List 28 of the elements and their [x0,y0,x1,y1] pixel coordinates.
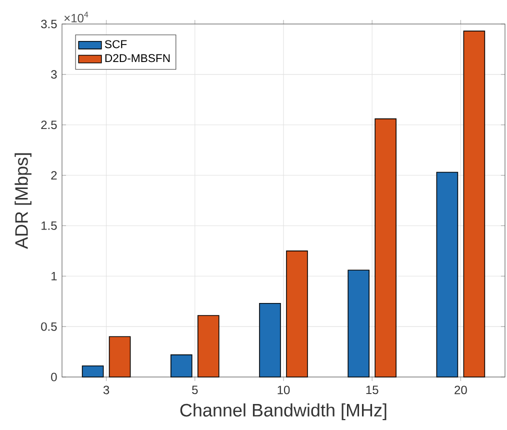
bar [170,354,192,378]
bar [197,315,220,378]
bar [348,270,370,378]
x-axis-title: Channel Bandwidth [MHz] [180,403,386,420]
y-axis-title: ADR [Mbps] [14,153,32,249]
y-tick-label: 0.5 [41,322,57,331]
bar [82,366,104,378]
legend-label: D2D-MBSFN [105,54,170,62]
legend-label: SCF [104,40,127,48]
bar [259,302,281,378]
y-tick-label: 3 [51,70,57,79]
x-tick-label: 10 [278,386,290,394]
x-tick-label: 20 [454,386,467,394]
text: ×10$^{4}$ [64,12,88,22]
bar [374,118,396,378]
bar [286,250,308,378]
bar [436,172,458,378]
y-tick-label: 1.5 [42,222,57,230]
y-tick-label: 3.5 [41,20,57,28]
bar [108,336,131,378]
y-tick-label: 0 [51,372,57,382]
y-tick-label: 2.5 [41,120,57,130]
y-tick-label: 2 [51,171,57,180]
x-tick-label: 15 [366,386,378,394]
bar [463,30,486,378]
x-tick-label: 3 [103,386,110,394]
y-tick-label: 1 [52,272,57,280]
x-tick-label: 5 [192,386,198,394]
